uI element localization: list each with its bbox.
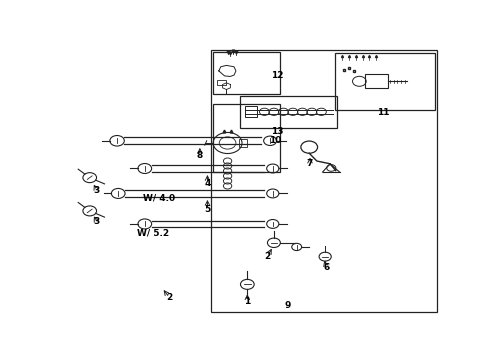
Text: 3: 3 bbox=[94, 186, 99, 195]
Text: 12: 12 bbox=[271, 71, 283, 80]
Bar bbox=[335, 53, 435, 110]
Text: 6: 6 bbox=[323, 263, 329, 272]
Text: 2: 2 bbox=[166, 293, 172, 302]
Bar bbox=[240, 96, 337, 128]
Bar bbox=[213, 51, 280, 94]
Bar bbox=[245, 106, 257, 117]
Text: 11: 11 bbox=[377, 108, 390, 117]
Text: 8: 8 bbox=[196, 151, 203, 160]
Text: W/ 5.2: W/ 5.2 bbox=[137, 229, 170, 238]
Text: 9: 9 bbox=[284, 301, 291, 310]
Text: 5: 5 bbox=[204, 205, 211, 214]
Bar bbox=[211, 50, 437, 312]
Text: 2: 2 bbox=[264, 252, 270, 261]
Text: 10: 10 bbox=[270, 136, 282, 145]
Text: 1: 1 bbox=[244, 297, 250, 306]
Bar bbox=[365, 75, 388, 88]
Text: W/ 4.0: W/ 4.0 bbox=[143, 194, 175, 203]
Text: 4: 4 bbox=[204, 179, 211, 188]
Text: 3: 3 bbox=[94, 217, 99, 226]
Bar bbox=[213, 104, 280, 172]
Text: 13: 13 bbox=[270, 127, 283, 136]
Text: 7: 7 bbox=[307, 159, 313, 168]
Bar bbox=[239, 139, 246, 147]
Bar bbox=[217, 80, 226, 85]
